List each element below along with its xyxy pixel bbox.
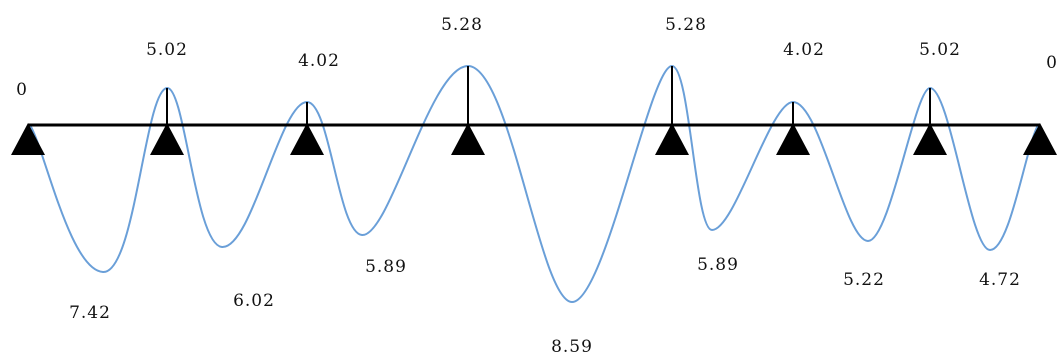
support-moment-label-3: 4.02 bbox=[298, 51, 340, 71]
support-triangle-3 bbox=[290, 123, 324, 155]
support-moment-label-5: 5.28 bbox=[665, 15, 707, 35]
support-triangle-7 bbox=[913, 123, 947, 155]
span-moment-label-2: 6.02 bbox=[233, 291, 275, 311]
moment-curve bbox=[29, 64, 1039, 304]
span-moment-label-6: 5.22 bbox=[843, 270, 885, 290]
span-moment-label-4: 8.59 bbox=[551, 337, 593, 356]
support-triangle-1 bbox=[11, 123, 45, 155]
support-triangle-4 bbox=[451, 123, 485, 155]
support-triangle-5 bbox=[655, 123, 689, 155]
support-verticals bbox=[166, 66, 931, 125]
support-moment-label-4: 5.28 bbox=[441, 15, 483, 35]
span-moment-label-5: 5.89 bbox=[697, 255, 739, 275]
support-moment-label-2: 5.02 bbox=[146, 40, 188, 60]
span-moment-label-7: 4.72 bbox=[979, 270, 1021, 290]
support-moment-label-6: 4.02 bbox=[783, 40, 825, 60]
supports bbox=[11, 123, 1057, 155]
support-triangle-6 bbox=[776, 123, 810, 155]
support-moment-label-1: 0 bbox=[16, 80, 28, 100]
support-triangle-2 bbox=[150, 123, 184, 155]
span-moment-labels: 7.42 6.02 5.89 8.59 5.89 5.22 4.72 bbox=[69, 255, 1021, 356]
support-triangle-8 bbox=[1023, 123, 1057, 155]
span-moment-label-3: 5.89 bbox=[365, 257, 407, 277]
support-moment-label-7: 5.02 bbox=[919, 40, 961, 60]
support-moment-labels: 0 5.02 4.02 5.28 5.28 4.02 5.02 0 bbox=[16, 15, 1057, 100]
support-moment-label-8: 0 bbox=[1046, 53, 1057, 73]
span-moment-label-1: 7.42 bbox=[69, 303, 111, 323]
